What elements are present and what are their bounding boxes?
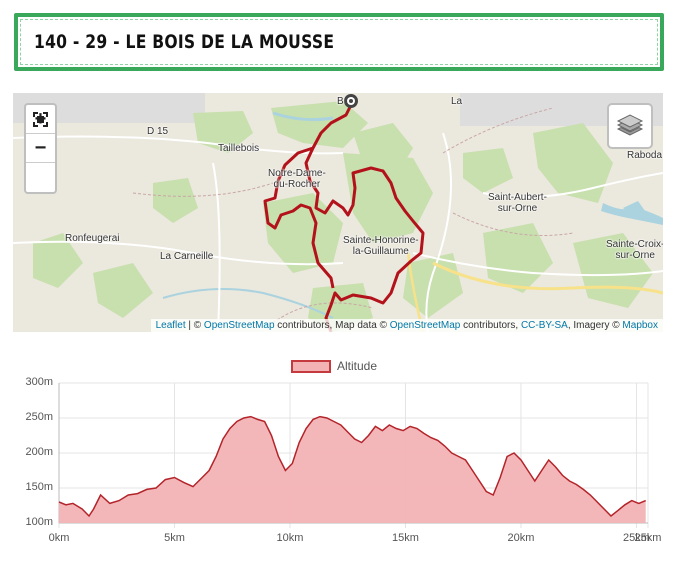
- legend-swatch[interactable]: [291, 360, 331, 373]
- x-tick-label: 15km: [392, 532, 419, 544]
- map-label-d15: D 15: [147, 126, 169, 137]
- x-tick-label: 10km: [276, 532, 304, 544]
- leaflet-link[interactable]: Leaflet: [155, 320, 186, 331]
- map[interactable]: D 15 Taillebois Notre-Dame- du-Rocher Ro…: [13, 93, 663, 332]
- x-tick-label: 5km: [164, 532, 185, 544]
- y-tick-label: 150m: [25, 481, 53, 493]
- x-tick-label: 0km: [48, 532, 70, 544]
- x-tick-label: 25km: [634, 532, 662, 544]
- fullscreen-button[interactable]: [26, 112, 55, 192]
- x-tick-label: 25km: [622, 532, 650, 544]
- route-line: [263, 104, 425, 332]
- map-label-sainte-honorine-la-guillaume: Sainte-Honorine- la-Guillaume: [343, 235, 419, 257]
- osm-link[interactable]: OpenStreetMap: [389, 320, 461, 331]
- map-label-notre-dame-du-rocher: Notre-Dame- du-Rocher: [268, 168, 326, 190]
- zoom-control: + −: [24, 103, 57, 194]
- attribution-text: | ©: [185, 320, 204, 331]
- map-label-la: La: [451, 96, 463, 107]
- map-label-ronfeugerai: Ronfeugerai: [65, 233, 120, 244]
- map-label-la-carneille: La Carneille: [160, 251, 214, 262]
- layers-button[interactable]: [607, 103, 653, 149]
- map-label-b: B: [337, 96, 344, 107]
- y-tick-label: 200m: [25, 446, 53, 458]
- zoom-out-button[interactable]: −: [26, 134, 55, 163]
- layers-icon: [616, 114, 644, 136]
- altitude-line: [58, 415, 646, 518]
- title-box: 140 - 29 - LE BOIS DE LA MOUSSE: [14, 13, 664, 71]
- map-label-taillebois: Taillebois: [218, 143, 260, 154]
- legend-label[interactable]: Altitude: [337, 359, 378, 373]
- map-label-saint-aubert-sur-orne: Saint-Aubert- sur-Orne: [488, 192, 547, 214]
- license-link[interactable]: CC-BY-SA: [520, 320, 568, 331]
- x-tick-label: 20km: [507, 532, 535, 544]
- map-attribution: Leaflet | © OpenStreetMap contributors, …: [150, 319, 663, 332]
- attribution-text: contributors, Map data ©: [274, 320, 390, 331]
- page-title: 140 - 29 - LE BOIS DE LA MOUSSE: [34, 31, 335, 53]
- map-tiles: [13, 93, 663, 332]
- y-tick-label: 250m: [25, 411, 53, 423]
- mapbox-link[interactable]: Mapbox: [622, 320, 658, 331]
- attribution-text: , Imagery ©: [567, 320, 623, 331]
- fullscreen-icon: [33, 112, 48, 127]
- elevation-chart[interactable]: Altitude 300m 250m 200m 150m 100m 0km 5km 10km…: [0, 352, 676, 562]
- chart-plot: [58, 382, 649, 528]
- map-label-sainte-croix-sur-orne: Sainte-Croix- sur-Orne: [606, 239, 663, 261]
- attribution-text: contributors,: [460, 320, 521, 331]
- altitude-area: [59, 416, 646, 523]
- map-label-raboda: Raboda: [627, 150, 663, 161]
- y-tick-label: 100m: [25, 516, 53, 528]
- y-tick-label: 300m: [25, 376, 53, 388]
- osm-link[interactable]: OpenStreetMap: [203, 320, 275, 331]
